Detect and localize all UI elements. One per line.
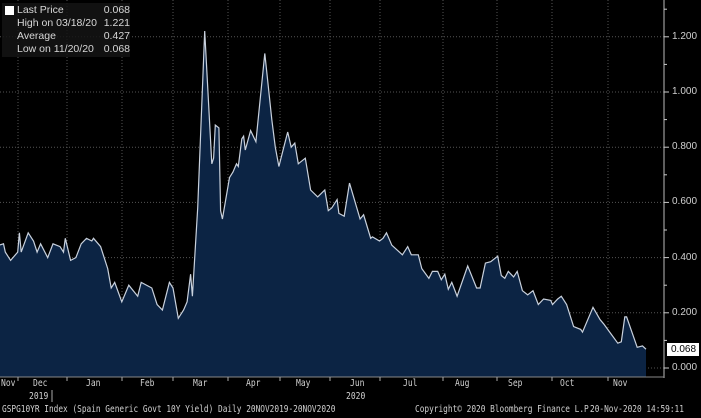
legend-high: High on 03/18/20 1.221 xyxy=(17,17,130,29)
yield-area-fill xyxy=(0,31,646,377)
footer-copyright: Copyright© 2020 Bloomberg Finance L.P. xyxy=(415,404,594,415)
y-tick-label: 0.000 xyxy=(672,362,698,373)
footer-timestamp: 20-Nov-2020 14:59:11 xyxy=(590,404,684,415)
footer-ticker: GSPG10YR Index (Spain Generic Govt 10Y Y… xyxy=(2,404,336,415)
year-label: 2019 xyxy=(29,391,49,402)
x-label: Jun xyxy=(350,378,365,389)
y-tick-label: 0.200 xyxy=(672,306,698,318)
x-label: Mar xyxy=(193,378,208,389)
x-label: Jul xyxy=(403,378,418,389)
legend-average: Average 0.427 xyxy=(17,30,130,42)
x-label: May xyxy=(296,378,311,389)
y-tick-label: 1.200 xyxy=(672,30,698,42)
x-label: Dec xyxy=(33,378,48,389)
last-value-tag: 0.068 xyxy=(667,343,700,356)
yield-line xyxy=(0,30,647,350)
x-label: Aug xyxy=(455,378,470,389)
x-label: Oct xyxy=(560,378,575,389)
x-label: Feb xyxy=(140,378,155,389)
y-tick-label: 0.600 xyxy=(672,196,698,208)
y-tick-label: 1.000 xyxy=(672,86,698,97)
x-ticks xyxy=(17,377,609,402)
year-label: 2020 xyxy=(346,391,366,402)
x-label: Nov xyxy=(1,378,16,389)
y-tick-label: 0.800 xyxy=(672,141,698,153)
y-ticks xyxy=(664,8,669,369)
x-label: Jan xyxy=(86,378,101,389)
x-label: Apr xyxy=(246,378,261,389)
legend-low: Low on 11/20/20 0.068 xyxy=(17,43,130,55)
legend-last-price: Last Price 0.068 xyxy=(17,4,130,16)
legend: Last Price 0.068 High on 03/18/20 1.221 Av… xyxy=(2,3,130,57)
x-label: Sep xyxy=(508,378,523,389)
x-label: Nov xyxy=(613,378,628,389)
y-tick-label: 0.400 xyxy=(672,251,698,263)
legend-swatch xyxy=(5,6,14,15)
